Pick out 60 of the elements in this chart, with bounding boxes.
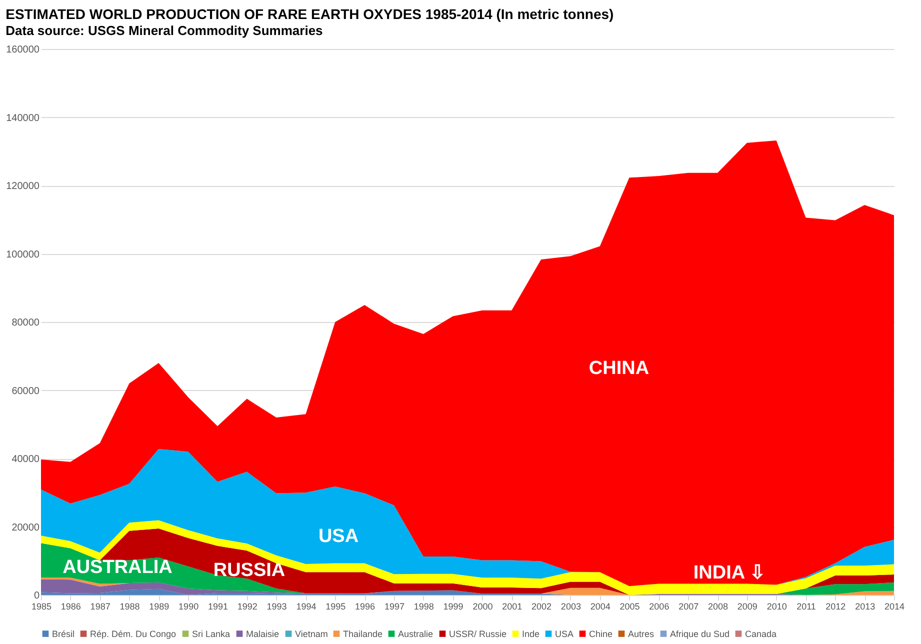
- x-tick-label: 1994: [296, 602, 316, 612]
- x-tick-label: 1995: [326, 602, 346, 612]
- legend-label: Sri Lanka: [192, 628, 230, 639]
- x-tick-label: 1993: [266, 602, 287, 612]
- y-tick-label: 160000: [6, 44, 40, 56]
- legend-label: Inde: [522, 628, 540, 639]
- x-tick-label: 1998: [414, 602, 434, 612]
- annotation: CHINA: [588, 358, 650, 380]
- x-tick-label: 1996: [355, 602, 376, 612]
- legend-label: Autres: [628, 628, 655, 639]
- x-tick-label: 2002: [532, 602, 552, 612]
- x-tick-label: 2007: [678, 602, 699, 612]
- y-tick-label: 80000: [12, 318, 40, 328]
- x-tick-label: 2012: [826, 602, 846, 612]
- x-tick-label: 1997: [384, 602, 404, 612]
- annotation: AUSTRALIA: [62, 557, 173, 578]
- legend-label: Rép. Dém. Du Congo: [90, 628, 176, 639]
- legend-label: Chine: [589, 628, 613, 639]
- y-tick-label: 140000: [6, 112, 40, 124]
- y-tick-label: 20000: [12, 522, 40, 534]
- x-tick-label: 2009: [737, 602, 758, 612]
- x-tick-label: 2006: [649, 602, 670, 612]
- x-tick-label: 1989: [149, 602, 170, 612]
- y-tick-label: 120000: [6, 181, 40, 192]
- x-tick-label: 1985: [31, 602, 52, 612]
- x-tick-label: 1991: [208, 602, 228, 612]
- x-tick-label: 2008: [708, 602, 728, 612]
- legend-label: Malaisie: [246, 628, 280, 639]
- chart-title: ESTIMATED WORLD PRODUCTION OF RARE EARTH OXYDES 1985-2014 (In metric tonnes): [6, 6, 614, 22]
- x-tick-label: 2013: [855, 602, 876, 612]
- x-tick-label: 1987: [90, 602, 110, 612]
- x-tick-label: 2000: [472, 602, 493, 612]
- y-tick-label: 40000: [12, 454, 40, 465]
- legend-label: USSR/ Russie: [449, 628, 507, 639]
- x-tick-label: 1986: [60, 602, 81, 612]
- x-tick-label: 2014: [884, 602, 905, 612]
- annotation: USA: [318, 526, 359, 548]
- x-tick-label: 1988: [120, 602, 140, 612]
- x-tick-label: 2001: [502, 602, 522, 612]
- x-tick-label: 1999: [443, 602, 464, 612]
- legend-label: USA: [555, 628, 574, 639]
- chart-subtitle: Data source: USGS Mineral Commodity Summaries: [6, 23, 323, 38]
- legend-label: Canada: [745, 628, 777, 639]
- y-tick-label: 0: [34, 590, 40, 602]
- x-tick-label: 2004: [590, 602, 610, 612]
- x-tick-label: 2003: [560, 602, 581, 612]
- legend-label: Vietnam: [295, 628, 328, 639]
- annotation: RUSSIA: [213, 560, 286, 581]
- x-tick-label: 2011: [796, 602, 816, 612]
- legend-label: Thailande: [343, 628, 383, 639]
- x-tick-label: 2010: [766, 602, 787, 612]
- legend-label: Australie: [398, 628, 434, 639]
- x-tick-label: 1992: [237, 602, 258, 612]
- y-tick-label: 100000: [6, 249, 40, 260]
- x-tick-label: 2005: [620, 602, 640, 612]
- legend-label: Afrique du Sud: [670, 628, 730, 639]
- y-tick-label: 60000: [12, 386, 40, 397]
- annotation: INDIA ⇩: [693, 562, 766, 584]
- x-tick-label: 1990: [178, 602, 199, 612]
- legend-label: Brésil: [52, 628, 75, 639]
